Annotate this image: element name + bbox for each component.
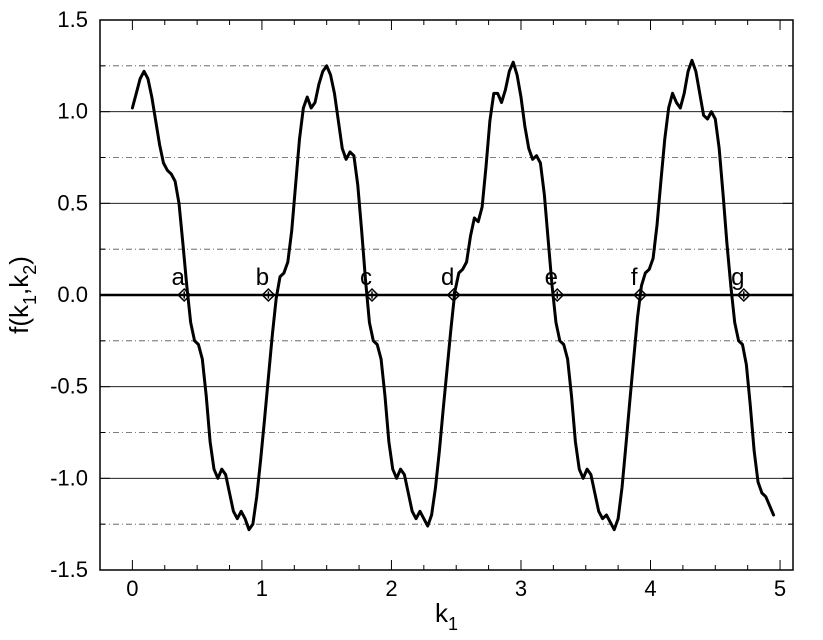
x-tick-label: 0 xyxy=(126,576,138,601)
y-tick-label: -0.5 xyxy=(50,374,88,399)
y-tick-label: 1.0 xyxy=(57,99,88,124)
y-tick-label: 0.0 xyxy=(57,282,88,307)
x-tick-label: 5 xyxy=(774,576,786,601)
zero-marker-label: a xyxy=(172,264,186,291)
x-tick-label: 3 xyxy=(515,576,527,601)
y-tick-label: 0.5 xyxy=(57,190,88,215)
y-tick-label: 1.5 xyxy=(57,7,88,32)
zero-marker-label: b xyxy=(256,264,269,291)
zero-marker-label: c xyxy=(360,264,372,291)
zero-marker-label: g xyxy=(731,264,744,291)
zero-marker-label: f xyxy=(631,264,638,291)
zero-marker-label: e xyxy=(545,264,558,291)
x-tick-label: 1 xyxy=(256,576,268,601)
y-tick-label: -1.5 xyxy=(50,557,88,582)
x-tick-label: 4 xyxy=(644,576,656,601)
zero-marker-label: d xyxy=(441,264,454,291)
y-tick-label: -1.0 xyxy=(50,465,88,490)
x-tick-label: 2 xyxy=(385,576,397,601)
line-chart: abcdefg012345-1.5-1.0-0.50.00.51.01.5k1f… xyxy=(0,0,823,640)
